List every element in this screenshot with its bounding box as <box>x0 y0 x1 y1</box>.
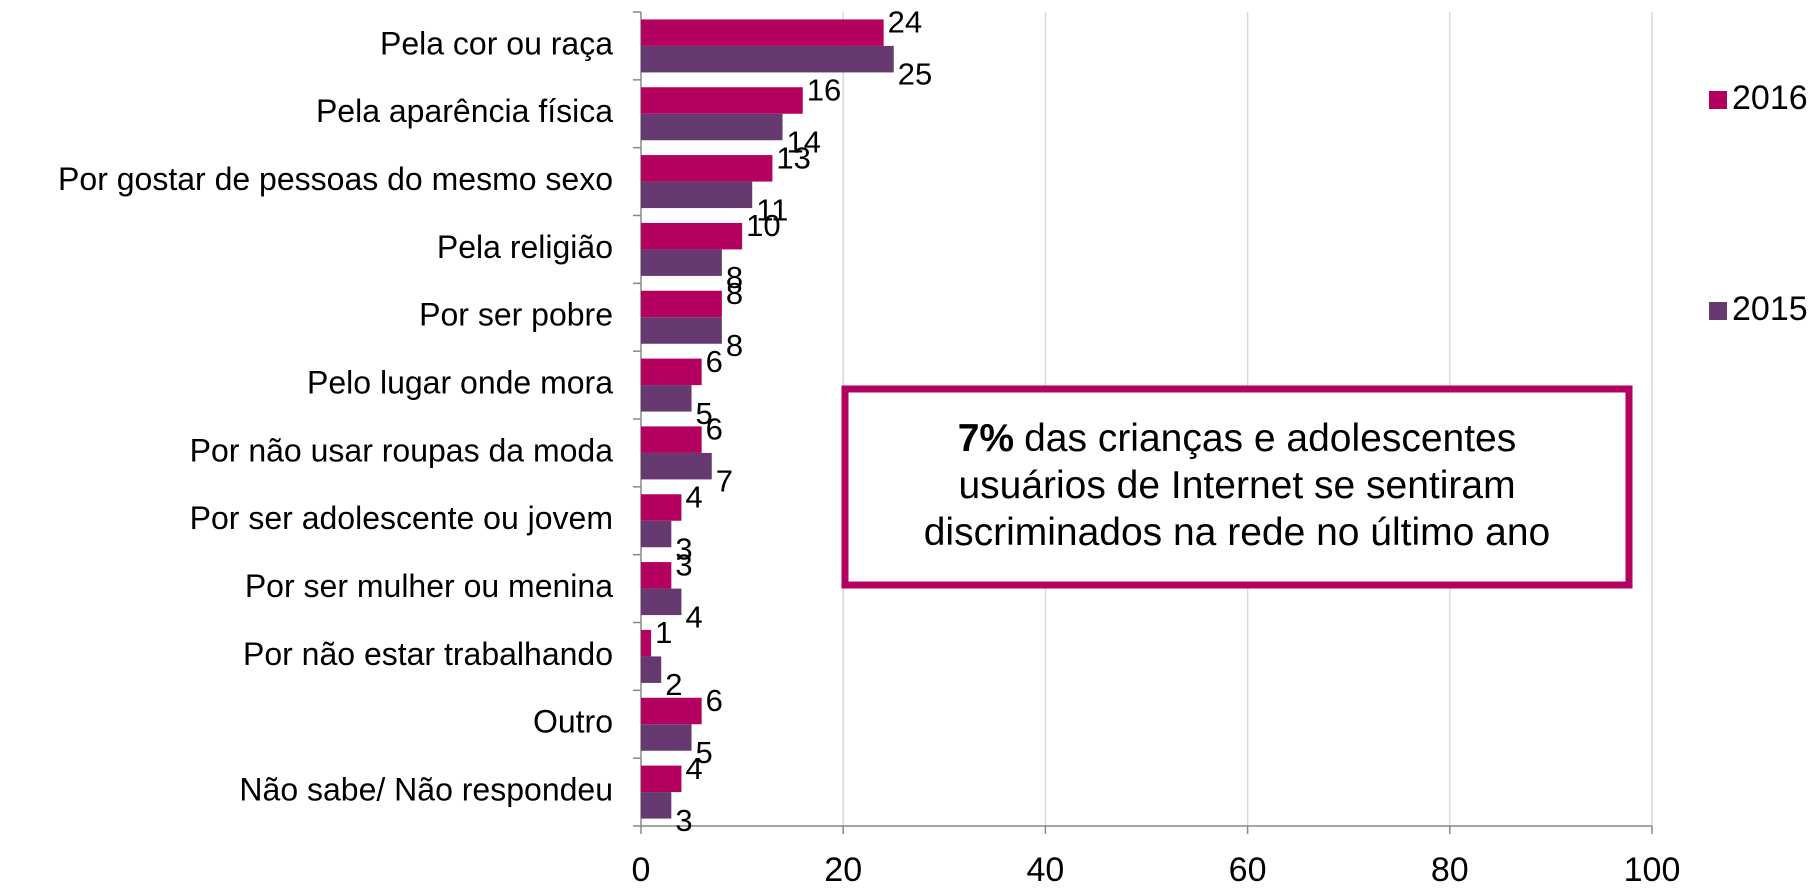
y-tick-label: Pela aparência física <box>316 93 613 129</box>
bar <box>641 724 692 751</box>
data-label: 1 <box>655 615 672 650</box>
data-label: 4 <box>685 751 702 786</box>
y-tick-label: Por ser mulher ou menina <box>245 568 613 604</box>
bar <box>641 562 672 589</box>
data-label: 8 <box>726 276 743 311</box>
data-label: 7 <box>716 464 733 499</box>
bar <box>641 317 722 344</box>
bar <box>641 697 702 725</box>
annotation-bold: 7% <box>958 417 1014 460</box>
x-tick-label: 100 <box>1624 851 1681 889</box>
bar <box>641 222 743 250</box>
bar <box>641 452 712 480</box>
bar <box>641 656 662 683</box>
data-label: 2 <box>665 667 682 702</box>
y-tick-label: Por ser adolescente ou jovem <box>190 500 613 536</box>
data-label: 5 <box>696 735 713 770</box>
bar <box>641 494 682 521</box>
x-tick-label: 20 <box>824 851 862 889</box>
y-tick-label: Não sabe/ Não respondeu <box>239 772 613 808</box>
y-tick-label: Pelo lugar onde mora <box>307 365 613 401</box>
annotation-line: discriminados na rede no último ano <box>924 511 1551 554</box>
bar <box>641 45 894 73</box>
bar <box>641 385 692 412</box>
data-label: 16 <box>807 72 841 107</box>
data-label: 14 <box>787 124 821 159</box>
data-label: 13 <box>776 140 810 175</box>
annotation-line: usuários de Internet se sentiram <box>958 464 1515 507</box>
data-label: 10 <box>746 208 780 243</box>
bar <box>641 290 722 318</box>
legend-label: 2016 <box>1732 79 1808 117</box>
x-tick-label: 0 <box>632 851 651 889</box>
x-tick-label: 40 <box>1026 851 1064 889</box>
bar <box>641 426 702 453</box>
data-label: 3 <box>675 531 692 566</box>
bar <box>641 358 702 386</box>
legend-swatch <box>1709 302 1727 320</box>
annotation-text: discriminados na rede no último ano <box>924 511 1551 554</box>
data-label: 24 <box>888 5 922 40</box>
data-label: 6 <box>706 412 723 447</box>
data-label: 8 <box>726 260 743 295</box>
y-tick-label: Pela cor ou raça <box>380 25 613 61</box>
y-tick-label: Outro <box>533 704 613 740</box>
legend-swatch <box>1709 91 1727 109</box>
data-label: 3 <box>675 803 692 838</box>
data-label: 11 <box>756 192 788 227</box>
data-label: 4 <box>685 599 702 634</box>
data-label: 8 <box>726 328 743 363</box>
bar <box>641 629 652 657</box>
y-tick-label: Pela religião <box>437 229 613 265</box>
annotation-text: 7% das crianças e adolescentes <box>958 417 1517 460</box>
y-tick-label: Por ser pobre <box>419 297 613 333</box>
data-label: 3 <box>675 547 692 582</box>
data-label: 6 <box>706 344 723 379</box>
x-tick-label: 80 <box>1431 851 1469 889</box>
annotation-text: usuários de Internet se sentiram <box>958 464 1515 507</box>
bar <box>641 155 773 182</box>
bar <box>641 181 753 209</box>
bar <box>641 87 803 114</box>
x-tick-label: 60 <box>1229 851 1267 889</box>
data-label: 25 <box>898 57 932 92</box>
annotation-line: das crianças e adolescentes <box>1024 417 1516 460</box>
data-label: 5 <box>696 396 713 431</box>
bar <box>641 765 682 793</box>
y-tick-label: Por não estar trabalhando <box>243 636 613 672</box>
y-tick-label: Por não usar roupas da moda <box>190 432 614 468</box>
bar <box>641 520 672 548</box>
bar <box>641 249 722 276</box>
data-label: 6 <box>706 683 723 718</box>
data-label: 4 <box>685 479 702 514</box>
y-tick-label: Por gostar de pessoas do mesmo sexo <box>58 161 613 197</box>
bar <box>641 792 672 819</box>
bar <box>641 113 783 141</box>
legend-label: 2015 <box>1732 290 1808 328</box>
bar <box>641 588 682 616</box>
annotation-box <box>841 385 1633 589</box>
bar <box>641 19 884 46</box>
